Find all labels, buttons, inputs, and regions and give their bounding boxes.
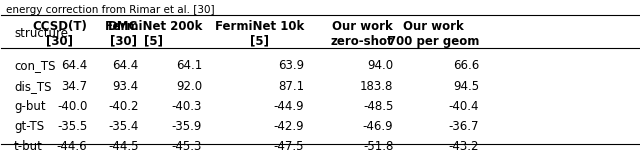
- Text: -51.8: -51.8: [363, 140, 394, 153]
- Text: FermiNet 200k
[5]: FermiNet 200k [5]: [105, 20, 202, 48]
- Text: Our work
zero-shot: Our work zero-shot: [331, 20, 394, 48]
- Text: -35.5: -35.5: [57, 120, 88, 133]
- Text: -48.5: -48.5: [363, 100, 394, 113]
- Text: -40.3: -40.3: [172, 100, 202, 113]
- Text: 92.0: 92.0: [176, 80, 202, 93]
- Text: -44.5: -44.5: [108, 140, 138, 153]
- Text: -44.6: -44.6: [57, 140, 88, 153]
- Text: g-but: g-but: [14, 100, 45, 113]
- Text: DMC
[30]: DMC [30]: [108, 20, 138, 48]
- Text: 94.0: 94.0: [367, 60, 394, 72]
- Text: -46.9: -46.9: [363, 120, 394, 133]
- Text: 93.4: 93.4: [112, 80, 138, 93]
- Text: con_TS: con_TS: [14, 60, 56, 72]
- Text: -35.9: -35.9: [172, 120, 202, 133]
- Text: -36.7: -36.7: [449, 120, 479, 133]
- Text: structure: structure: [14, 27, 68, 40]
- Text: dis_TS: dis_TS: [14, 80, 52, 93]
- Text: -43.2: -43.2: [449, 140, 479, 153]
- Text: energy correction from Rimar et al. [30]: energy correction from Rimar et al. [30]: [6, 5, 215, 15]
- Text: -45.3: -45.3: [172, 140, 202, 153]
- Text: -44.9: -44.9: [273, 100, 304, 113]
- Text: CCSD(T)
[30]: CCSD(T) [30]: [33, 20, 88, 48]
- Text: t-but: t-but: [14, 140, 43, 153]
- Text: -35.4: -35.4: [108, 120, 138, 133]
- Text: 183.8: 183.8: [360, 80, 394, 93]
- Text: 66.6: 66.6: [453, 60, 479, 72]
- Text: -40.2: -40.2: [108, 100, 138, 113]
- Text: 63.9: 63.9: [278, 60, 304, 72]
- Text: 64.4: 64.4: [61, 60, 88, 72]
- Text: -40.4: -40.4: [449, 100, 479, 113]
- Text: 94.5: 94.5: [453, 80, 479, 93]
- Text: -42.9: -42.9: [273, 120, 304, 133]
- Text: 64.1: 64.1: [176, 60, 202, 72]
- Text: -40.0: -40.0: [57, 100, 88, 113]
- Text: 87.1: 87.1: [278, 80, 304, 93]
- Text: gt-TS: gt-TS: [14, 120, 44, 133]
- Text: 64.4: 64.4: [112, 60, 138, 72]
- Text: 34.7: 34.7: [61, 80, 88, 93]
- Text: Our work
700 per geom: Our work 700 per geom: [388, 20, 479, 48]
- Text: -47.5: -47.5: [273, 140, 304, 153]
- Text: FermiNet 10k
[5]: FermiNet 10k [5]: [215, 20, 304, 48]
